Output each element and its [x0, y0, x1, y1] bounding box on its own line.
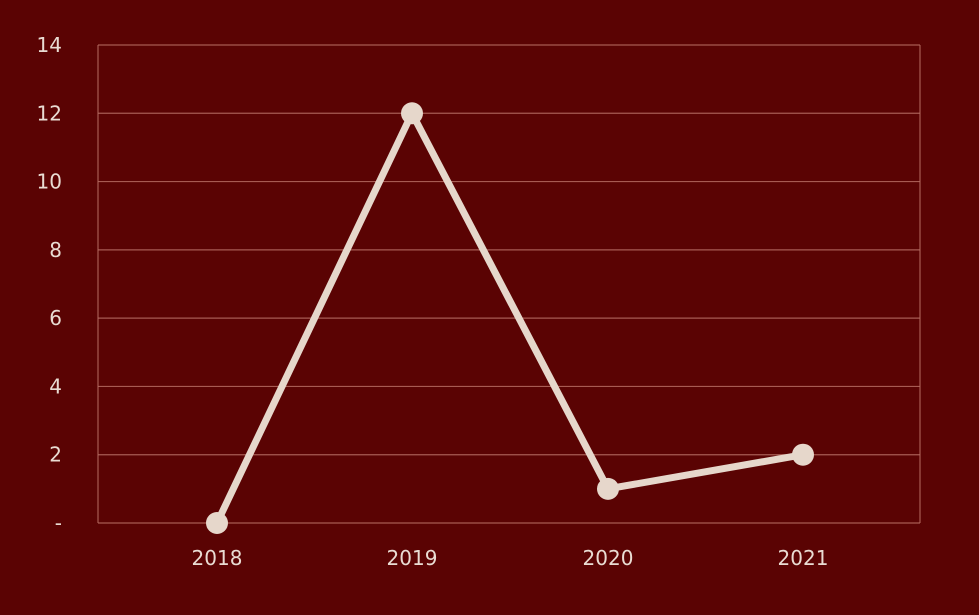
y-tick-label-10: 10 — [37, 170, 62, 194]
x-tick-label-2018: 2018 — [192, 546, 243, 570]
y-tick-label-12: 12 — [37, 101, 62, 125]
series-line — [213, 109, 807, 527]
y-tick-label-8: 8 — [49, 238, 62, 262]
y-axis: - 2 4 6 8 10 12 14 — [37, 33, 62, 535]
x-tick-label-2021: 2021 — [778, 546, 829, 570]
y-tick-label-6: 6 — [49, 306, 62, 330]
y-tick-label-0: - — [55, 511, 62, 535]
x-tick-label-2019: 2019 — [387, 546, 438, 570]
x-tick-label-2020: 2020 — [583, 546, 634, 570]
data-point-2020 — [597, 477, 619, 500]
x-axis: 2018 2019 2020 2021 — [192, 546, 829, 570]
y-tick-label-4: 4 — [49, 374, 62, 398]
y-tick-label-14: 14 — [37, 33, 62, 57]
y-tick-label-2: 2 — [49, 443, 62, 467]
data-point-2019 — [401, 102, 423, 125]
series — [206, 102, 814, 534]
data-point-2021 — [792, 443, 814, 466]
data-point-2018 — [206, 512, 228, 534]
gridlines — [97, 44, 921, 524]
